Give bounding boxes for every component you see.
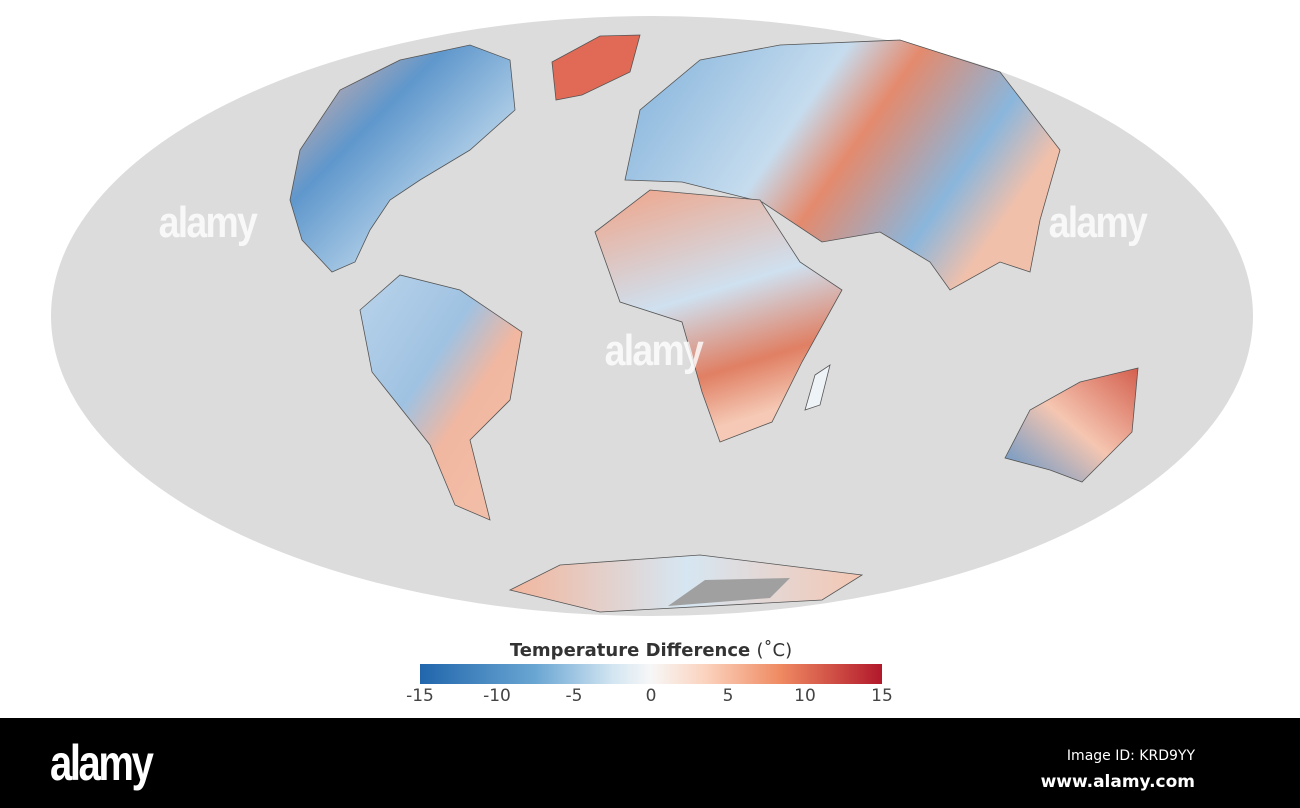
greenland <box>551 34 641 101</box>
legend-title: Temperature Difference (˚C) <box>420 640 882 661</box>
alamy-logo: alamy <box>50 735 154 791</box>
eurasia <box>624 39 1061 291</box>
legend-tick: -5 <box>565 686 583 706</box>
site-url: www.alamy.com <box>1040 772 1195 792</box>
madagascar <box>804 364 831 411</box>
world-temperature-map <box>51 16 1253 616</box>
watermark: alamy <box>604 326 704 375</box>
legend-tick: -15 <box>406 686 434 706</box>
legend-title-text: Temperature Difference <box>509 640 751 661</box>
watermark: alamy <box>158 198 258 247</box>
watermark: alamy <box>1048 198 1148 247</box>
legend-tick: 0 <box>645 686 657 706</box>
antarctica-no-data <box>668 578 790 606</box>
antarctica <box>508 554 864 613</box>
legend-tick: 15 <box>871 686 893 706</box>
africa <box>594 189 843 443</box>
legend-unit: (˚C) <box>756 640 793 661</box>
australia <box>1004 367 1139 483</box>
north-america <box>289 44 516 273</box>
legend-tick: 5 <box>722 686 734 706</box>
legend-colorbar <box>420 664 882 684</box>
footer-bar: alamy Image ID: KRD9YY www.alamy.com <box>0 718 1300 808</box>
image-id: Image ID: KRD9YY <box>1066 748 1195 764</box>
south-america <box>359 274 523 521</box>
legend-tick: -10 <box>483 686 511 706</box>
legend-tick: 10 <box>794 686 816 706</box>
